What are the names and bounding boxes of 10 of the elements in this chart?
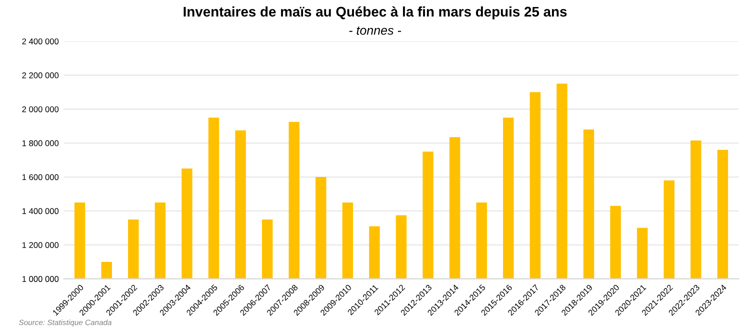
y-tick-label: 2 400 000: [22, 38, 59, 44]
y-tick-label: 2 000 000: [22, 106, 59, 112]
y-tick-label: 1 800 000: [22, 140, 59, 146]
chart-subtitle: - tonnes -: [349, 26, 402, 35]
chart-title: Inventaires de maïs au Québec à la fin mars depuis 25 ans: [184, 6, 567, 20]
y-tick-label: 1 000 000: [22, 276, 59, 282]
y-tick-label: 1 600 000: [22, 174, 59, 180]
y-tick-label: 1 200 000: [22, 242, 59, 248]
y-tick-label: 2 200 000: [22, 72, 59, 78]
y-tick-label: 1 400 000: [22, 208, 59, 214]
